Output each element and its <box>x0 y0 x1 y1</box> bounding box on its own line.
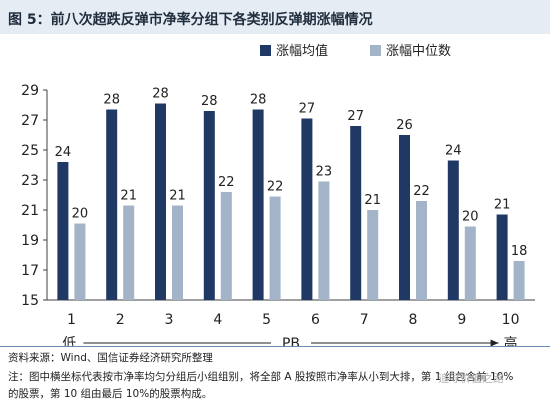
y-tick-label: 19 <box>21 233 39 249</box>
data-label: 28 <box>103 93 120 108</box>
bar-median <box>220 192 232 300</box>
bar-chart: 1517192123252729242012821228213282242822… <box>21 43 535 346</box>
x-tick-label: 7 <box>360 312 369 328</box>
data-label: 28 <box>152 87 169 102</box>
y-tick-label: 23 <box>21 173 39 189</box>
bar-mean <box>496 214 508 300</box>
bar-median <box>367 210 379 300</box>
bar-mean <box>106 109 118 300</box>
bar-mean <box>57 162 69 300</box>
bar-median <box>416 201 427 300</box>
y-tick-label: 25 <box>21 143 39 159</box>
data-label: 27 <box>299 102 316 117</box>
x-tick-label: 5 <box>262 312 271 328</box>
x-tick-label: 1 <box>67 312 76 328</box>
bar-mean <box>155 103 166 300</box>
bar-median <box>269 196 281 300</box>
data-label: 20 <box>462 210 479 225</box>
x-tick-label: 2 <box>116 312 125 328</box>
y-tick-label: 29 <box>21 83 39 99</box>
data-label: 28 <box>250 93 267 108</box>
y-tick-label: 15 <box>21 293 39 309</box>
bar-mean <box>447 160 459 300</box>
legend-swatch <box>260 45 271 56</box>
y-tick-label: 17 <box>21 263 39 279</box>
data-label: 22 <box>267 180 284 195</box>
figure-title: 图 5：前八次超跌反弹市净率分组下各类别反弹期涨幅情况 <box>8 9 373 29</box>
bar-median <box>318 181 330 300</box>
figure-label: 图 5： <box>8 12 51 28</box>
x-axis-arrowhead <box>490 339 499 346</box>
bar-mean <box>203 111 215 300</box>
bar-mean <box>301 118 313 300</box>
x-tick-label: 9 <box>457 312 466 328</box>
x-axis-label-bg <box>271 334 311 346</box>
x-tick-label: 4 <box>213 312 222 328</box>
bar-mean <box>399 135 410 300</box>
legend-swatch <box>370 45 381 56</box>
data-label: 22 <box>218 175 235 190</box>
data-label: 20 <box>72 207 89 222</box>
bar-median <box>172 205 183 300</box>
watermark: 追寻价值之路 <box>438 372 504 385</box>
x-tick-label: 8 <box>409 312 418 328</box>
source-note: 资料来源：Wind、国信证券经济研究所整理 <box>8 352 213 364</box>
title-bar: 图 5：前八次超跌反弹市净率分组下各类别反弹期涨幅情况 <box>0 0 550 34</box>
data-label: 23 <box>316 165 333 180</box>
data-label: 24 <box>55 145 72 160</box>
data-label: 18 <box>511 244 528 259</box>
bar-median <box>74 223 86 300</box>
x-sublabel-high: 高 <box>504 335 518 346</box>
data-label: 21 <box>494 198 511 213</box>
bar-median <box>464 226 476 300</box>
legend-label: 涨幅中位数 <box>386 44 451 59</box>
x-tick-label: 6 <box>311 312 320 328</box>
x-tick-label: 10 <box>502 312 520 328</box>
data-label: 24 <box>445 144 462 159</box>
note-line-1: 注：图中横坐标代表按市净率均匀分组后小组组别，将全部 A 股按照市净率从小到大排… <box>8 371 514 383</box>
y-tick-label: 21 <box>21 203 39 219</box>
data-label: 21 <box>364 193 381 208</box>
data-label: 28 <box>201 94 218 109</box>
y-tick-label: 27 <box>21 113 39 129</box>
data-label: 27 <box>347 109 364 124</box>
footer-divider <box>0 346 550 347</box>
bar-median <box>123 205 135 300</box>
legend-label: 涨幅均值 <box>276 43 328 59</box>
data-label: 21 <box>120 189 137 204</box>
bar-mean <box>350 126 362 300</box>
data-label: 22 <box>413 184 430 199</box>
x-axis-label: PB <box>282 336 300 346</box>
bar-mean <box>252 109 264 300</box>
figure-title-text: 前八次超跌反弹市净率分组下各类别反弹期涨幅情况 <box>50 12 373 28</box>
data-label: 26 <box>396 118 413 133</box>
data-label: 21 <box>169 189 186 204</box>
x-sublabel-low: 低 <box>62 336 76 346</box>
x-tick-label: 3 <box>165 312 174 328</box>
note-line-2: 的股票，第 10 组由最后 10%的股票构成。 <box>8 388 213 400</box>
bar-median <box>513 261 525 300</box>
